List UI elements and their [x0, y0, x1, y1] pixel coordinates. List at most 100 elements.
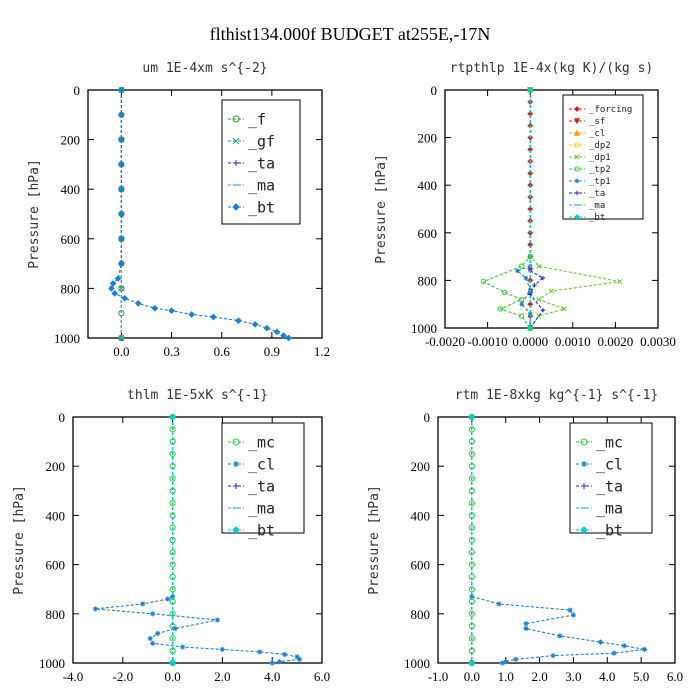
y-tick-label: 400 — [411, 508, 431, 523]
marker — [468, 524, 475, 531]
marker — [573, 118, 581, 125]
y-tick-label: 1000 — [54, 331, 80, 346]
marker — [532, 282, 537, 288]
marker — [468, 500, 475, 507]
marker — [210, 313, 217, 321]
legend-label: _gf — [248, 132, 275, 150]
legend-label: _bt — [589, 213, 605, 223]
marker — [109, 280, 117, 287]
marker — [169, 635, 176, 642]
marker — [468, 426, 475, 433]
marker — [468, 475, 475, 482]
marker — [515, 268, 520, 274]
panel-title: rtpthlp 1E-4x(kg K)/(kg s) — [450, 61, 654, 76]
marker — [518, 263, 525, 269]
marker — [536, 296, 542, 302]
legend-label: _ta — [589, 189, 605, 199]
legend-box — [221, 99, 301, 225]
marker — [92, 606, 99, 612]
marker — [574, 178, 580, 184]
marker — [574, 154, 580, 160]
x-tick-label: -0.0010 — [468, 334, 508, 349]
series-cl — [469, 593, 648, 666]
x-tick-label: 4.0 — [264, 669, 280, 684]
figure-title: flthist134.000f BUDGET at255E,-17N — [210, 24, 491, 44]
marker — [165, 596, 171, 602]
legend-label: _cl — [589, 129, 605, 139]
x-tick-label: 0.0 — [164, 669, 180, 684]
y-tick-label: 1000 — [39, 656, 65, 671]
y-tick-label: 400 — [46, 508, 66, 523]
series-bt — [169, 413, 176, 667]
y-tick-label: 0 — [431, 83, 438, 98]
marker — [557, 633, 563, 639]
chart-panel-1: um 1E-4xm s^{-2} Pressure [hPa] 0 200 400 600… — [27, 61, 330, 359]
marker — [621, 643, 627, 649]
legend-label: _bt — [248, 198, 275, 216]
marker — [151, 304, 159, 312]
series-line — [95, 596, 301, 664]
marker — [527, 87, 534, 93]
marker — [580, 526, 588, 534]
marker — [574, 166, 580, 172]
marker — [251, 321, 259, 328]
y-tick-label: 600 — [411, 558, 431, 573]
marker — [118, 161, 125, 168]
legend: _forcing _sf _cl _dp2 _dp1 _tp2 _tp1 _ta _ma _bt — [562, 94, 644, 223]
legend-label: _forcing — [589, 105, 632, 115]
marker — [523, 625, 529, 632]
series-cl — [92, 593, 303, 666]
legend-label: _mc — [248, 433, 275, 451]
marker — [134, 299, 142, 307]
legend-label: _mc — [596, 433, 623, 451]
marker — [597, 639, 604, 645]
legend-label: _f — [248, 110, 266, 128]
marker — [232, 115, 240, 123]
marker — [581, 461, 587, 467]
y-tick-label: 200 — [411, 459, 431, 474]
x-tick-label: -0.0020 — [425, 334, 465, 349]
marker — [118, 111, 125, 119]
legend-label: _tp2 — [589, 165, 611, 175]
x-tick-label: 6.0 — [314, 669, 330, 684]
marker — [536, 263, 542, 269]
marker — [523, 275, 529, 281]
x-tick-label: -4.0 — [63, 669, 84, 684]
marker — [169, 450, 176, 457]
y-tick-label: 0 — [424, 410, 431, 425]
marker — [232, 203, 240, 211]
marker — [468, 635, 475, 642]
marker — [232, 526, 240, 534]
marker — [108, 285, 115, 292]
x-tick-label: 0.0 — [113, 344, 129, 359]
y-tick-label: 200 — [418, 131, 438, 146]
legend-label: _ma — [596, 499, 623, 517]
legend-label: _ta — [596, 477, 623, 495]
y-tick-label: 800 — [46, 607, 66, 622]
chart-panel-2: rtpthlp 1E-4x(kg K)/(kg s) Pressure [hPa]… — [374, 61, 676, 349]
marker — [118, 86, 125, 94]
marker — [114, 275, 122, 282]
marker — [574, 190, 580, 196]
marker — [528, 287, 533, 293]
y-tick-label: 1000 — [404, 656, 430, 671]
marker — [118, 185, 125, 193]
y-tick-label: 0 — [59, 410, 66, 425]
x-tick-label: 0.0030 — [640, 334, 676, 349]
y-tick-label: 1000 — [411, 321, 437, 336]
x-tick-label: 0.0 — [464, 669, 480, 684]
marker — [528, 311, 533, 316]
x-tick-label: 2.0 — [214, 669, 230, 684]
marker — [169, 659, 176, 667]
marker — [527, 325, 534, 331]
y-axis-label: Pressure [hPa] — [374, 154, 389, 264]
marker — [570, 612, 577, 618]
series-bt — [108, 86, 292, 342]
panels: um 1E-4xm s^{-2} Pressure [hPa] 0 200 400 600… — [12, 61, 683, 684]
marker — [170, 593, 176, 600]
marker — [501, 289, 508, 295]
marker — [574, 142, 580, 148]
marker — [503, 659, 509, 665]
legend-box — [221, 422, 305, 534]
marker — [214, 617, 221, 623]
